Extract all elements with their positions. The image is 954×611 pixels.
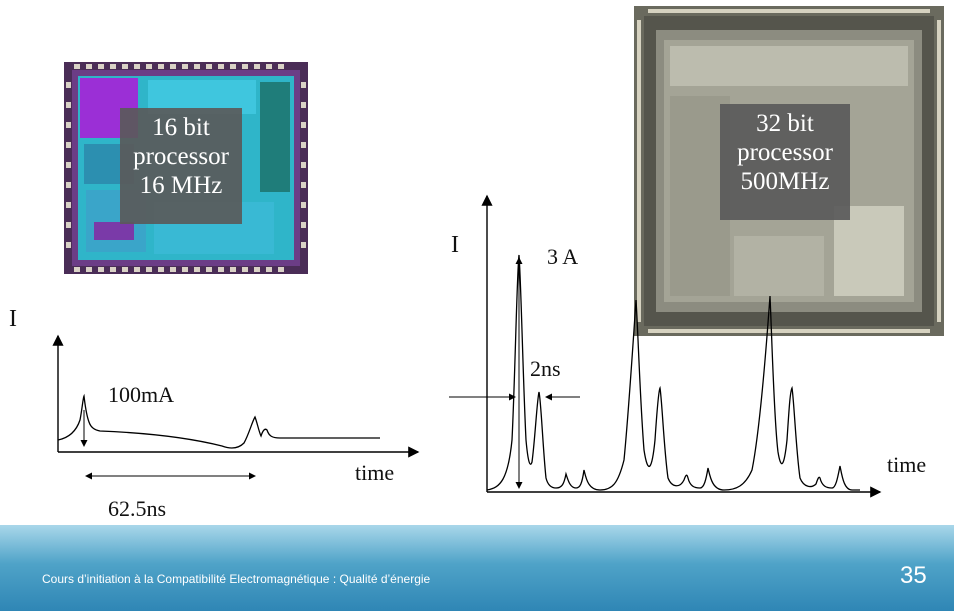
chip-16bit-label-line-2: processor [133,142,229,170]
left-y-axis-label: I [9,306,17,332]
footer-band [0,525,954,611]
left-period-label: 62.5ns [108,496,167,521]
right-x-axis-label: time [887,452,927,477]
left-current-waveform [57,393,380,449]
chip-16bit-label-line-3: 16 MHz [139,171,223,199]
page-number: 35 [900,562,927,589]
footer-course-title: Cours d’initiation à la Compatibilité El… [42,572,431,586]
chip-32bit-label: 32 bit processor 500MHz [720,104,850,220]
chip-16bit-label-line-1: 16 bit [152,114,210,141]
chip-32bit-label-line-2: processor [737,138,833,166]
right-width-label: 2ns [530,356,561,381]
left-peak-label: 100mA [108,382,174,407]
right-current-waveform [486,254,860,491]
chip-32bit-label-line-3: 500MHz [740,167,830,195]
left-x-axis-label: time [355,460,395,485]
chip-32bit-label-line-1: 32 bit [756,110,814,137]
right-y-axis-label: I [451,232,459,258]
chip-16bit-label: 16 bit processor 16 MHz [120,108,242,224]
right-peak-label: 3 A [547,244,579,269]
